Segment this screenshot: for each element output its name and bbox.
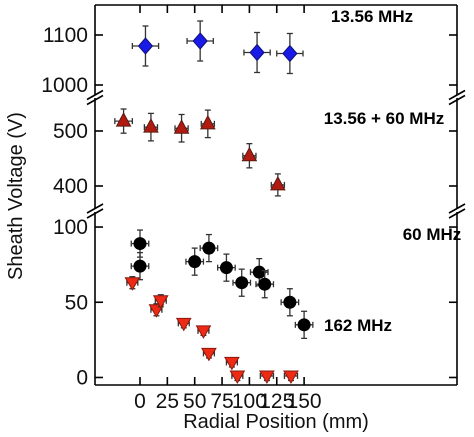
- data-point-triangle-down: [224, 356, 240, 371]
- data-point-circle: [235, 276, 249, 290]
- data-point-circle: [283, 295, 297, 309]
- series-60-mhz: [130, 229, 314, 340]
- data-point-circle: [188, 255, 202, 269]
- series-label: 162 MHz: [324, 316, 392, 335]
- data-point-circle: [202, 241, 216, 255]
- data-point-triangle-down: [259, 370, 275, 384]
- data-point-triangle-up: [241, 146, 258, 162]
- series-label: 13.56 MHz: [331, 7, 413, 26]
- y-tick-label: 100: [53, 216, 88, 239]
- y-axis-label: Sheath Voltage (V): [5, 112, 27, 280]
- data-point-triangle-up: [173, 119, 190, 134]
- data-point-triangle-up: [143, 118, 159, 133]
- x-tick-label: 100: [232, 390, 267, 413]
- x-tick-label: 25: [156, 390, 179, 413]
- data-point-triangle-down: [201, 347, 217, 362]
- data-point-circle: [133, 259, 147, 273]
- data-point-triangle-down: [195, 325, 212, 339]
- data-point-triangle-up: [270, 175, 286, 191]
- x-tick-label: 50: [183, 390, 206, 413]
- data-point-triangle-down: [229, 370, 246, 384]
- data-point-diamond: [249, 43, 265, 62]
- series-label: 60 MHz: [403, 225, 462, 244]
- x-tick-label: 125: [259, 390, 294, 413]
- data-point-diamond: [192, 32, 208, 50]
- data-point-triangle-down: [283, 370, 299, 384]
- data-point-diamond: [137, 37, 154, 55]
- y-tick-label: 500: [53, 120, 88, 143]
- axis-break-mark: [86, 208, 104, 219]
- axis-break-mark: [448, 94, 466, 106]
- axis-break-mark: [86, 94, 104, 106]
- series-labels: 13.56 MHz 13.56 + 60 MHz 60 MHz 162 MHz: [324, 7, 462, 335]
- x-tick-label: 0: [134, 390, 146, 413]
- axis-break-mark: [448, 203, 466, 214]
- axis-break-mark: [86, 203, 104, 214]
- data-marks: [114, 20, 314, 384]
- axis-break-mark: [448, 208, 466, 219]
- series-13-56-mhz: [131, 20, 304, 75]
- series-162-mhz: [124, 276, 299, 384]
- data-point-triangle-up: [199, 114, 216, 130]
- y-tick-label: 50: [65, 291, 88, 314]
- data-point-triangle-down: [148, 304, 165, 318]
- y-tick-label: 1000: [41, 74, 88, 97]
- series-13-56-60-mhz: [114, 108, 286, 197]
- data-point-triangle-down: [175, 317, 192, 332]
- data-point-triangle-up: [115, 112, 132, 127]
- data-point-circle: [258, 277, 272, 291]
- data-point-circle: [297, 318, 311, 332]
- data-point-circle: [133, 237, 147, 251]
- data-point-circle: [252, 265, 266, 279]
- data-point-diamond: [282, 44, 298, 63]
- x-tick-label: 75: [210, 390, 233, 413]
- data-point-triangle-down: [152, 295, 169, 309]
- axis-break-mark: [448, 89, 466, 101]
- series-label: 13.56 + 60 MHz: [324, 109, 445, 128]
- data-point-triangle-down: [124, 277, 141, 291]
- x-axis-label: Radial Position (mm): [183, 411, 369, 433]
- y-tick-label: 0: [76, 366, 88, 389]
- x-tick-label: 150: [287, 390, 322, 413]
- data-point-circle: [219, 261, 233, 275]
- y-tick-label: 1100: [43, 24, 88, 47]
- y-tick-label: 400: [53, 175, 88, 198]
- axis-break-mark: [86, 89, 104, 101]
